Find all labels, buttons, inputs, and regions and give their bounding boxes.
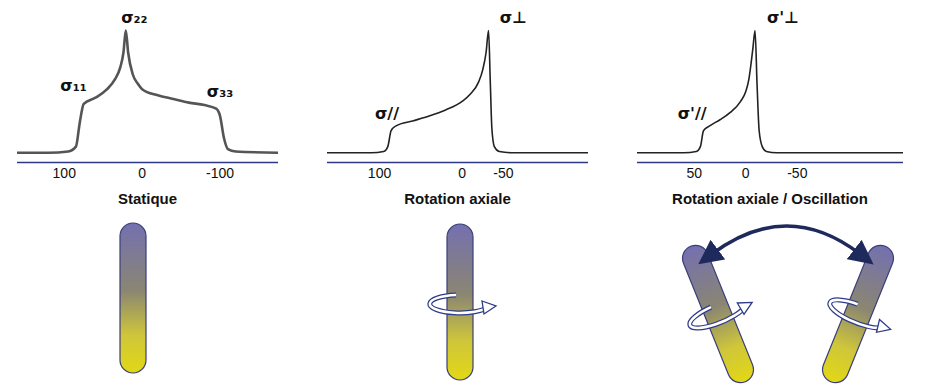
svg-text:σ//: σ//	[375, 104, 399, 123]
svg-text:σ⊥: σ⊥	[500, 8, 527, 27]
svg-text:50: 50	[686, 165, 702, 181]
svg-text:σ'//: σ'//	[678, 104, 707, 123]
svg-text:-100: -100	[206, 165, 234, 181]
svg-text:-50: -50	[787, 165, 807, 181]
html-text:Statique: Statique	[117, 190, 178, 207]
svg-text:100: 100	[368, 165, 392, 181]
svg-text:0: 0	[742, 165, 750, 181]
svg-text:σ₂₂: σ₂₂	[121, 8, 147, 27]
svg-text:100: 100	[53, 165, 77, 181]
svg-text:-50: -50	[493, 165, 513, 181]
svg-text:0: 0	[138, 165, 146, 181]
svg-text:0: 0	[458, 165, 466, 181]
svg-text:σ₁₁: σ₁₁	[60, 76, 86, 95]
svg-text:σ₃₃: σ₃₃	[207, 82, 233, 101]
svg-text:σ'⊥: σ'⊥	[767, 8, 799, 27]
html-text:Rotation axiale / Oscillation: Rotation axiale / Oscillation	[672, 190, 868, 207]
html-text:Rotation axiale: Rotation axiale	[404, 190, 511, 207]
